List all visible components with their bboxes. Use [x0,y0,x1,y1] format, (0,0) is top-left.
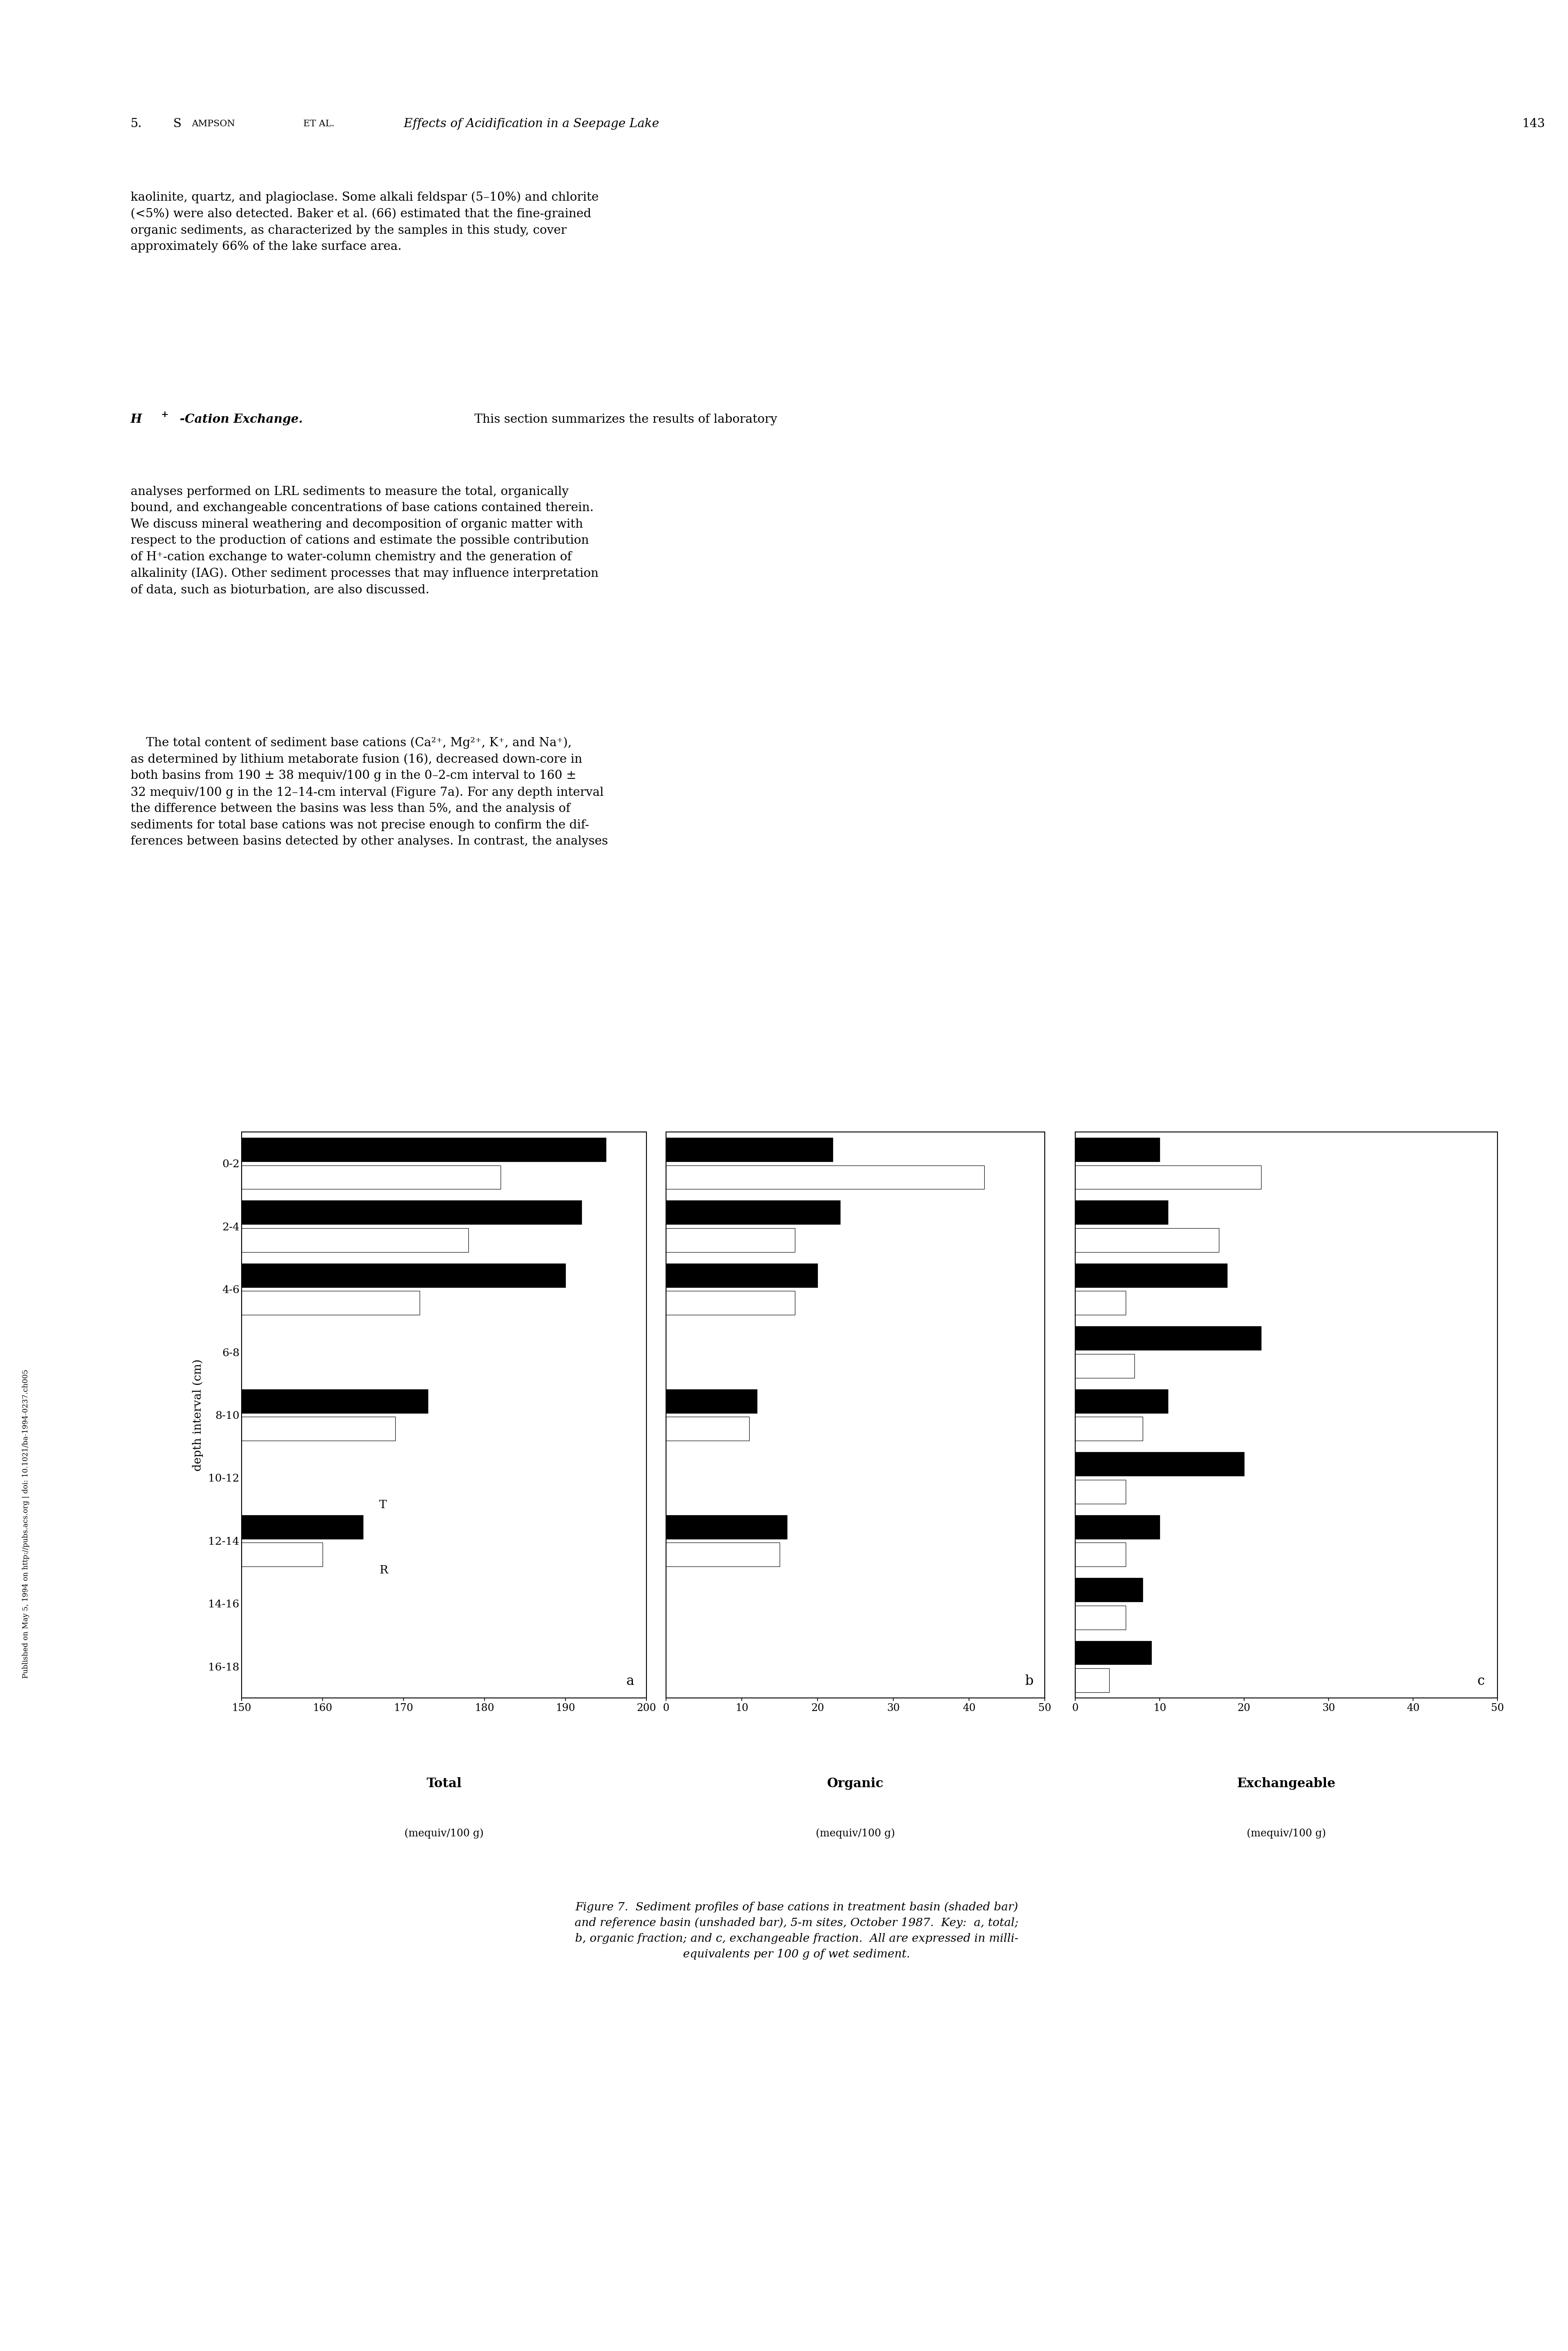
Text: +: + [162,409,168,418]
Bar [1076,1669,1109,1693]
Bar [1076,1418,1143,1441]
Text: Total: Total [426,1777,461,1789]
Text: 143: 143 [1523,118,1546,129]
Bar [666,1262,817,1288]
Text: T: T [379,1500,387,1509]
Bar [666,1291,795,1314]
Bar [1076,1641,1151,1665]
Bar [1076,1291,1126,1314]
Text: Effects of Acidification in a Seepage Lake: Effects of Acidification in a Seepage La… [392,118,659,129]
Bar [1076,1201,1168,1225]
Bar [241,1389,428,1413]
Bar [1076,1166,1261,1190]
Text: S: S [172,118,182,129]
Bar [241,1262,566,1288]
Bar [1076,1514,1160,1540]
Text: (mequiv/100 g): (mequiv/100 g) [815,1829,895,1838]
Text: The total content of sediment base cations (Ca²⁺, Mg²⁺, K⁺, and Na⁺),
as determi: The total content of sediment base catio… [130,736,608,846]
Y-axis label: depth interval (cm): depth interval (cm) [193,1359,204,1472]
Bar [666,1514,787,1540]
Text: a: a [626,1674,635,1688]
Bar [241,1138,605,1161]
Bar [1076,1389,1168,1413]
Bar [666,1138,833,1161]
Text: Figure 7.  Sediment profiles of base cations in treatment basin (shaded bar)
and: Figure 7. Sediment profiles of base cati… [575,1902,1019,1961]
Text: Exchangeable: Exchangeable [1237,1777,1336,1789]
Bar [1076,1227,1218,1253]
Bar [1076,1578,1143,1601]
Bar [241,1514,364,1540]
Bar [666,1166,985,1190]
Bar [241,1291,420,1314]
Text: -Cation Exchange.: -Cation Exchange. [180,414,303,426]
Bar [1076,1606,1126,1629]
Text: 5.: 5. [130,118,143,129]
Text: c: c [1477,1674,1485,1688]
Bar [1076,1542,1126,1566]
Text: Published on May 5, 1994 on http://pubs.acs.org | doi: 10.1021/ba-1994-0237.ch00: Published on May 5, 1994 on http://pubs.… [22,1368,30,1679]
Text: (mequiv/100 g): (mequiv/100 g) [1247,1829,1327,1838]
Bar [241,1418,395,1441]
Bar [1076,1138,1160,1161]
Bar [666,1418,750,1441]
Bar [241,1201,582,1225]
Bar [241,1542,323,1566]
Bar [666,1389,757,1413]
Text: AMPSON: AMPSON [191,120,235,129]
Text: R: R [379,1566,387,1575]
Text: kaolinite, quartz, and plagioclase. Some alkali feldspar (5–10%) and chlorite
(<: kaolinite, quartz, and plagioclase. Some… [130,190,599,252]
Bar [241,1166,500,1190]
Bar [1076,1479,1126,1505]
Text: This section summarizes the results of laboratory: This section summarizes the results of l… [467,414,778,426]
Bar [241,1227,469,1253]
Bar [1076,1453,1243,1476]
Bar [666,1227,795,1253]
Text: (mequiv/100 g): (mequiv/100 g) [405,1829,483,1838]
Bar [666,1201,840,1225]
Text: b: b [1025,1674,1033,1688]
Bar [1076,1354,1134,1378]
Text: ET AL.: ET AL. [301,120,334,129]
Bar [1076,1326,1261,1349]
Text: H: H [130,414,143,426]
Bar [666,1542,779,1566]
Bar [1076,1262,1228,1288]
Text: analyses performed on LRL sediments to measure the total, organically
bound, and: analyses performed on LRL sediments to m… [130,487,599,595]
Text: Organic: Organic [826,1777,884,1789]
